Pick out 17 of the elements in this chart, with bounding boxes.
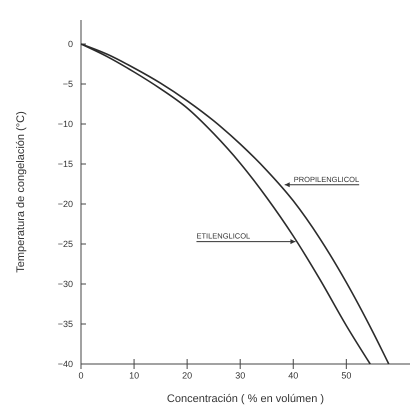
y-tick-label: 0 — [68, 38, 73, 49]
x-tick-label: 30 — [235, 370, 246, 380]
x-tick-label: 40 — [288, 370, 298, 380]
y-tick-label: −30 — [58, 278, 73, 289]
y-axis-title: Temperatura de congelación (°C) — [15, 111, 27, 273]
x-tick-label: 50 — [341, 370, 352, 380]
y-tick-label: −10 — [58, 118, 73, 129]
x-axis-title: Concentración ( % en volúmen ) — [166, 393, 324, 405]
y-tick-label: −35 — [58, 318, 73, 329]
x-tick-label: 10 — [129, 370, 140, 380]
y-tick-label: −40 — [58, 358, 73, 369]
x-tick-label: 20 — [182, 370, 192, 380]
y-tick-label: −20 — [58, 198, 73, 209]
x-tick-label: 0 — [78, 370, 84, 380]
y-tick-label: −15 — [58, 158, 73, 169]
y-tick-label: −25 — [58, 238, 73, 249]
y-tick-label: −5 — [62, 78, 73, 89]
